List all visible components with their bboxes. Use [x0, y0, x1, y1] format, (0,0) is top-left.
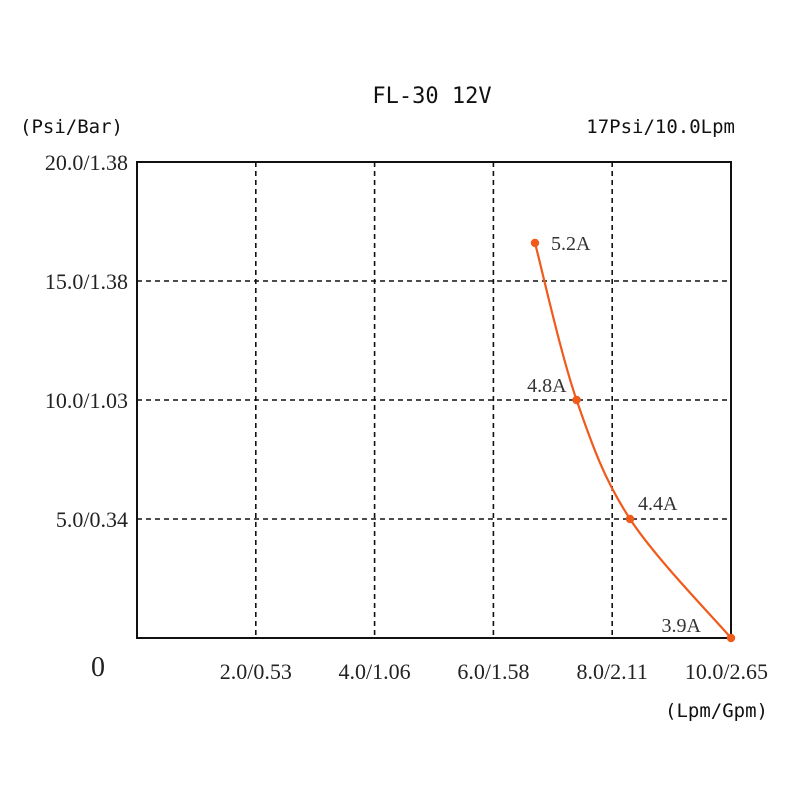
origin-label: 0 [91, 652, 105, 683]
y-tick-label: 5.0/0.34 [56, 507, 128, 532]
data-point-label: 4.8A [527, 375, 567, 397]
data-point [572, 395, 581, 405]
y-tick-label: 15.0/1.38 [45, 269, 128, 294]
chart-subtitle: 17Psi/10.0Lpm [586, 116, 735, 138]
data-point [530, 238, 540, 248]
series-line [533, 242, 732, 639]
chart-title: FL-30 12V [372, 84, 491, 109]
y-tick-labels: 5.0/0.34 10.0/1.03 15.0/1.38 20.0/1.38 [45, 150, 128, 532]
y-axis-label: (Psi/Bar) [20, 116, 123, 138]
x-tick-label: 4.0/1.06 [339, 659, 411, 684]
data-point-label: 4.4A [638, 493, 678, 515]
x-tick-label: 6.0/1.58 [457, 659, 529, 684]
data-point-label: 3.9A [662, 615, 702, 637]
x-tick-labels: 2.0/0.53 4.0/1.06 6.0/1.58 8.0/2.11 10.0/2.6… [220, 659, 768, 684]
data-point [625, 514, 635, 524]
x-axis-label: (Lpm/Gpm) [665, 700, 768, 722]
x-tick-label: 8.0/2.11 [577, 659, 648, 684]
y-tick-label: 20.0/1.38 [45, 150, 128, 175]
x-tick-label: 2.0/0.53 [220, 659, 292, 684]
grid-lines [137, 162, 731, 638]
x-tick-label: 10.0/2.65 [685, 659, 768, 684]
current-draw-series: 5.2A 4.8A 4.4A 3.9A [527, 233, 736, 643]
data-point [726, 633, 736, 643]
y-tick-label: 10.0/1.03 [45, 388, 128, 413]
data-point-label: 5.2A [551, 233, 591, 255]
plot-frame [136, 161, 732, 639]
